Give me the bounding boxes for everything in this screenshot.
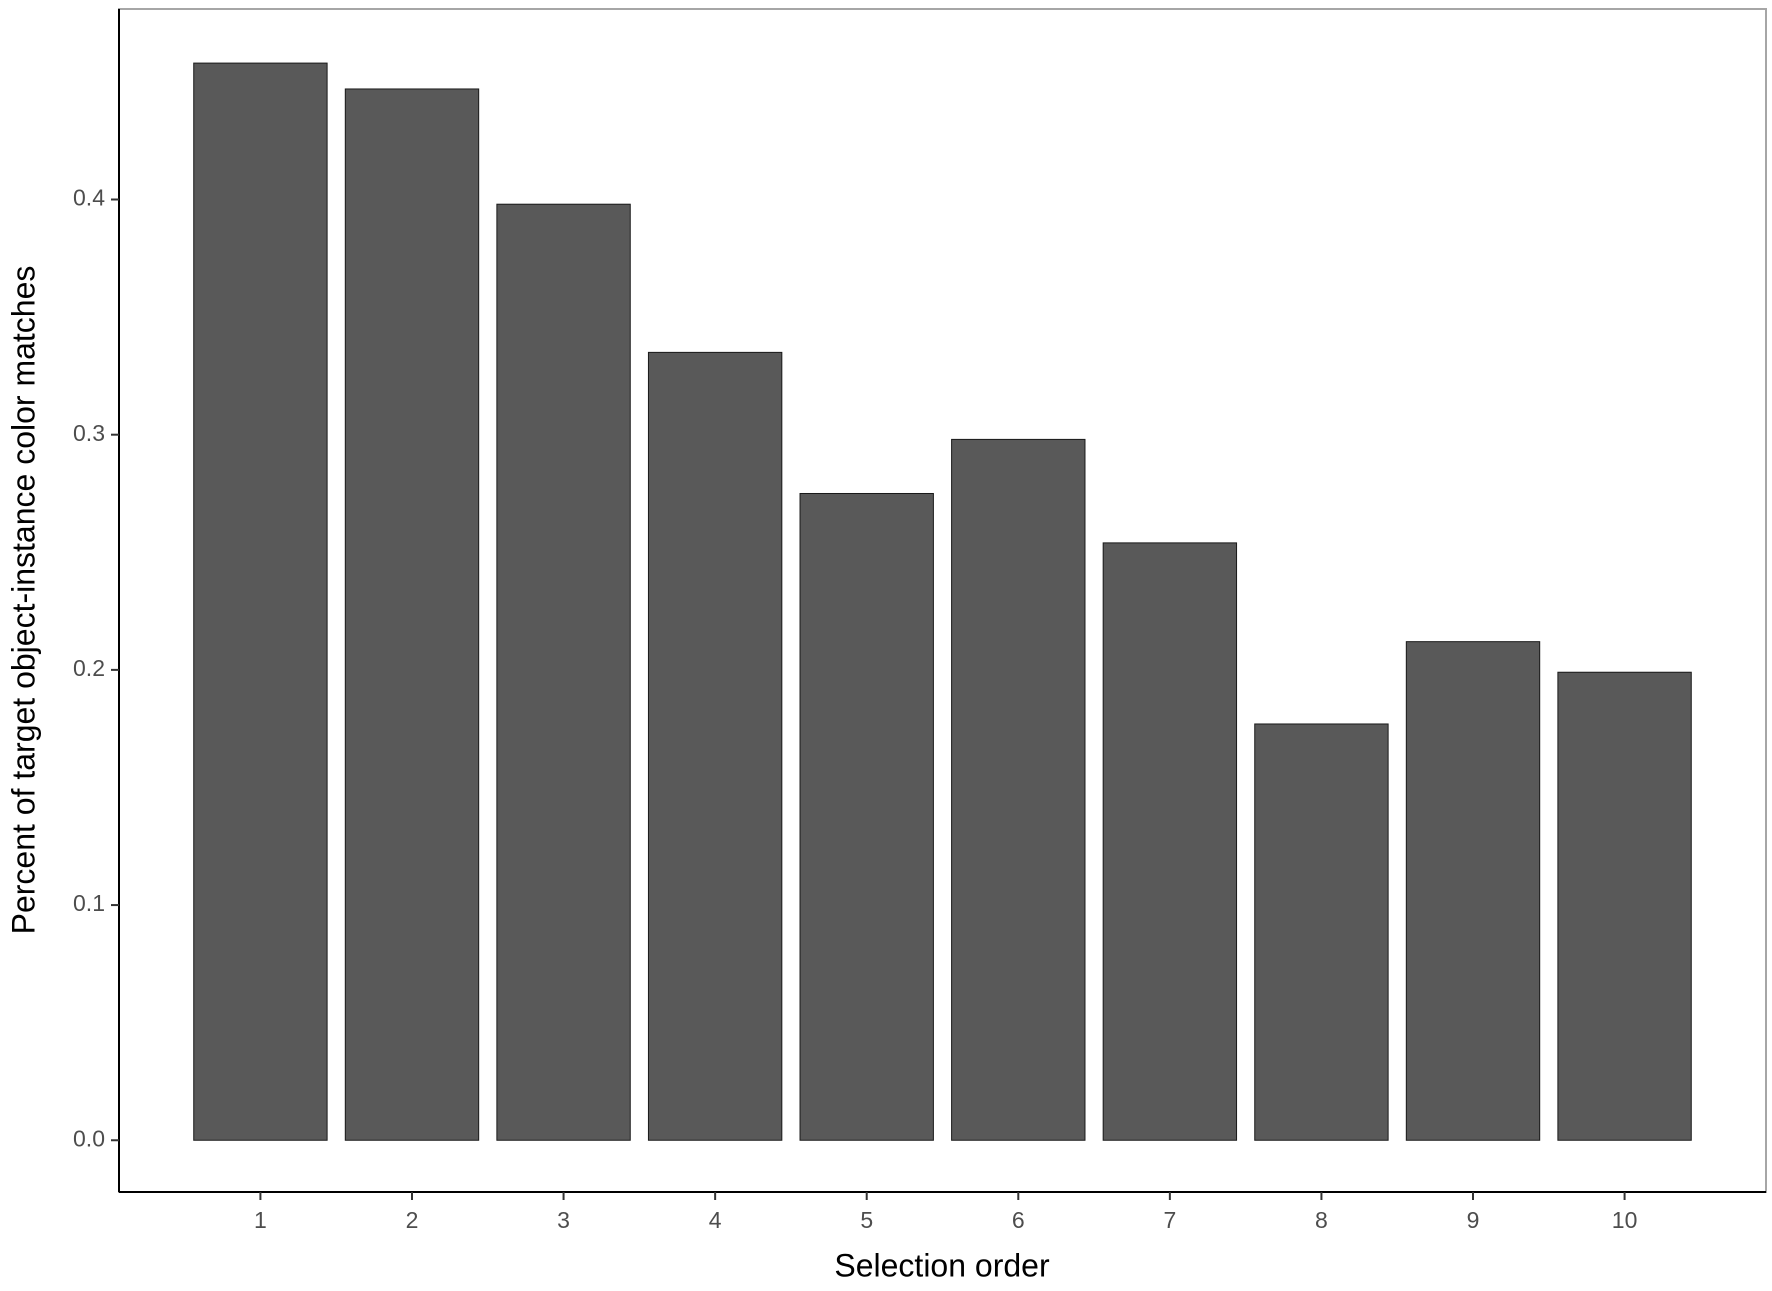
y-tick-label: 0.3 (73, 420, 105, 446)
x-tick-label: 1 (254, 1207, 267, 1233)
x-axis-title: Selection order (834, 1247, 1050, 1283)
y-tick-label: 0.1 (73, 890, 105, 916)
bar (647, 351, 783, 1141)
bar (193, 62, 328, 1141)
bar (1557, 671, 1692, 1141)
x-tick-label: 3 (557, 1207, 570, 1233)
bar (344, 88, 480, 1141)
bar (496, 203, 631, 1141)
bar (1405, 641, 1541, 1141)
bar (1254, 723, 1389, 1141)
y-tick-label: 0.2 (73, 655, 105, 681)
y-tick-label: 0.4 (73, 185, 105, 211)
x-tick-label: 8 (1315, 1207, 1328, 1233)
x-tick-label: 10 (1612, 1207, 1638, 1233)
bar (951, 438, 1086, 1141)
x-tick-label: 9 (1467, 1207, 1480, 1233)
y-axis-title: Percent of target object-instance color … (5, 266, 41, 935)
x-tick-label: 7 (1163, 1207, 1176, 1233)
y-tick-label: 0.0 (73, 1125, 105, 1151)
x-tick-label: 2 (406, 1207, 419, 1233)
x-tick-label: 5 (860, 1207, 873, 1233)
x-tick-label: 4 (709, 1207, 722, 1233)
bar (1102, 542, 1238, 1141)
x-tick-label: 6 (1012, 1207, 1025, 1233)
bar (799, 492, 934, 1141)
